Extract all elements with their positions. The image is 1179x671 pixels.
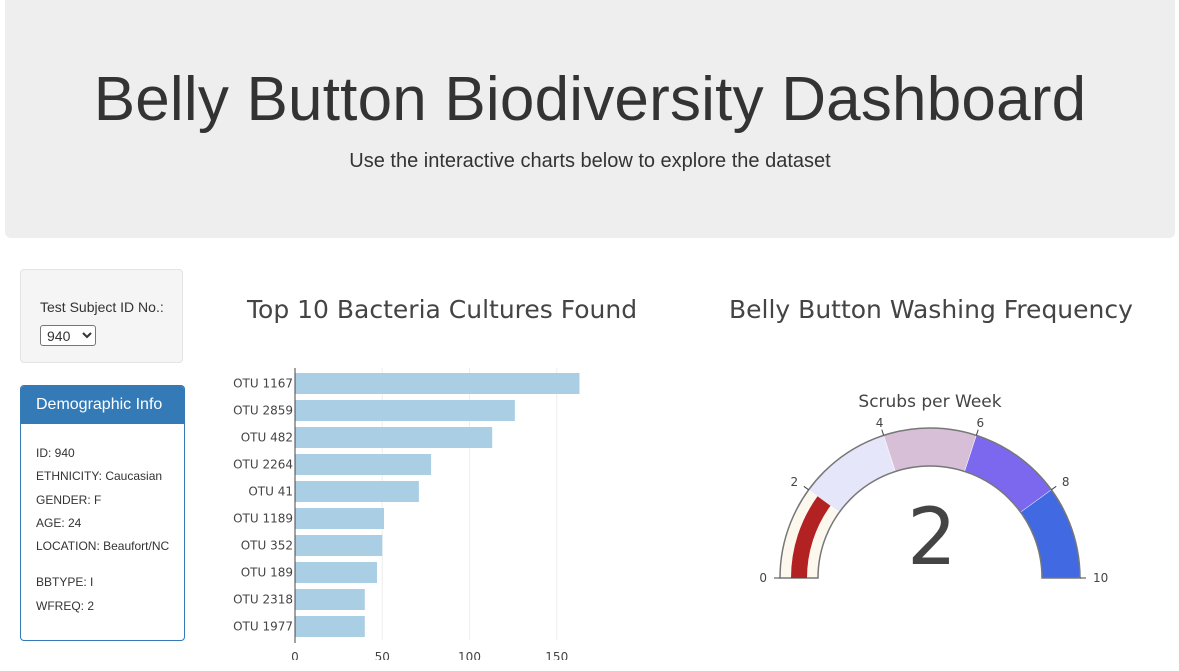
gauge-tick-label: 10 bbox=[1093, 571, 1108, 585]
gauge-tick-label: 6 bbox=[977, 416, 985, 430]
bar-y-tick-label: OTU 1977 bbox=[233, 620, 293, 634]
bar bbox=[295, 427, 493, 448]
gauge-chart: Scrubs per Week 0 2 4 6 8 10 2 bbox=[760, 392, 1108, 585]
demo-age: AGE: 24 bbox=[36, 516, 82, 530]
bar bbox=[295, 481, 419, 502]
bar-y-tick-label: OTU 1189 bbox=[233, 512, 293, 526]
page-subtitle: Use the interactive charts below to expl… bbox=[349, 150, 831, 172]
bar-chart: 0 50 100 150 OTU 1167 OTU 2859 OTU 482 OTU 2264… bbox=[233, 368, 580, 660]
subject-id-select[interactable]: 940 bbox=[40, 325, 96, 346]
demographic-panel-heading: Demographic Info bbox=[21, 386, 184, 424]
bar-chart-title: Top 10 Bacteria Cultures Found bbox=[247, 295, 638, 324]
bar-x-tick-label: 50 bbox=[375, 650, 390, 660]
gauge-subtitle: Scrubs per Week bbox=[858, 392, 1001, 412]
gauge-tick-label: 8 bbox=[1062, 475, 1070, 489]
gauge-tick-label: 0 bbox=[760, 571, 767, 585]
bar bbox=[295, 589, 365, 610]
header-jumbotron: Belly Button Biodiversity Dashboard Use … bbox=[5, 0, 1175, 238]
gauge-value-number: 2 bbox=[907, 493, 957, 583]
gauge-tick bbox=[1051, 485, 1057, 491]
bar bbox=[295, 562, 378, 583]
bar-y-tick-label: OTU 189 bbox=[241, 566, 293, 580]
bar-y-tick-label: OTU 482 bbox=[241, 431, 293, 445]
demo-wfreq: WFREQ: 2 bbox=[36, 599, 95, 613]
demo-ethnicity: ETHNICITY: Caucasian bbox=[36, 469, 163, 483]
bar bbox=[295, 454, 432, 475]
bar bbox=[295, 616, 365, 637]
subject-select-label: Test Subject ID No.: bbox=[40, 299, 164, 315]
demographic-panel: Demographic Info ID: 940 ETHNICITY: Cauc… bbox=[20, 385, 185, 641]
gauge-tick-label: 4 bbox=[876, 416, 884, 430]
gauge-band bbox=[883, 427, 977, 472]
bar-y-tick-label: OTU 41 bbox=[248, 485, 293, 499]
bar-y-tick-label: OTU 1167 bbox=[233, 377, 293, 391]
bar-y-tick-label: OTU 2318 bbox=[233, 593, 293, 607]
demo-bbtype: BBTYPE: I bbox=[36, 575, 94, 589]
gauge-tick bbox=[975, 429, 979, 436]
bar-y-tick-label: OTU 352 bbox=[241, 539, 293, 553]
bar-y-tick-label: OTU 2859 bbox=[233, 404, 293, 418]
subject-selector-well: Test Subject ID No.: 940 bbox=[20, 269, 183, 363]
gauge-value-bar bbox=[791, 496, 831, 578]
demo-location: LOCATION: Beaufort/NC bbox=[36, 539, 170, 553]
gauge-chart-title: Belly Button Washing Frequency bbox=[729, 295, 1133, 324]
gauge-outline bbox=[779, 427, 1081, 579]
gauge-tick bbox=[881, 429, 885, 436]
bar bbox=[295, 400, 515, 421]
gauge-tick bbox=[803, 485, 809, 491]
gauge-tick-label: 2 bbox=[790, 475, 798, 489]
demo-gender: GENDER: F bbox=[36, 493, 102, 507]
bar-x-tick-label: 0 bbox=[291, 650, 299, 660]
bar-x-tick-label: 150 bbox=[545, 650, 568, 660]
bar bbox=[295, 373, 580, 394]
bar bbox=[295, 508, 384, 529]
bar-y-tick-label: OTU 2264 bbox=[233, 458, 293, 472]
bar bbox=[295, 535, 383, 556]
page-title: Belly Button Biodiversity Dashboard bbox=[93, 65, 1087, 134]
bar-x-tick-label: 100 bbox=[458, 650, 481, 660]
demo-id: ID: 940 bbox=[36, 446, 75, 460]
